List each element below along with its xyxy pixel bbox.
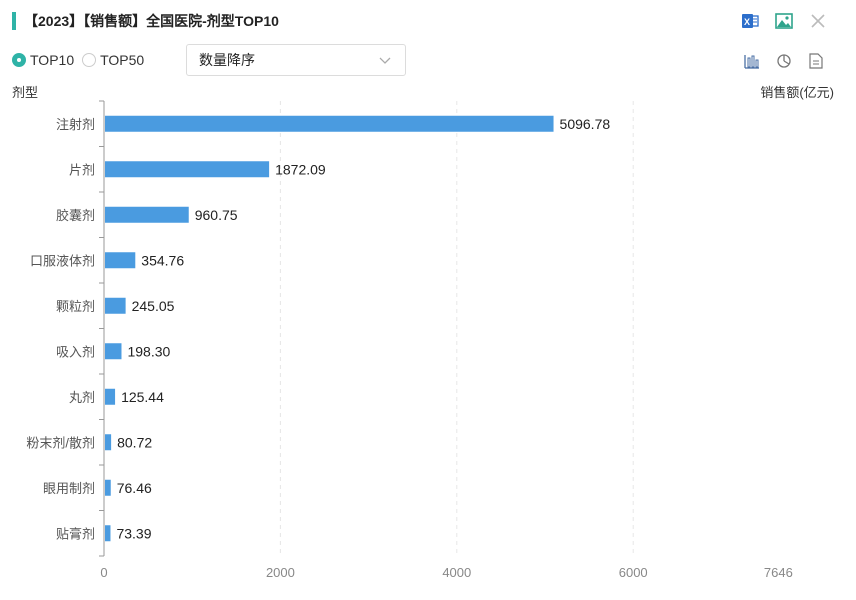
- category-label: 颗粒剂: [56, 299, 95, 314]
- title-accent-bar: [12, 12, 16, 30]
- bar: [105, 434, 112, 451]
- view-switcher: [742, 52, 826, 70]
- bar: [105, 343, 122, 360]
- category-label: 注射剂: [56, 117, 95, 132]
- image-icon[interactable]: [774, 12, 794, 30]
- x-axis-title: 销售额(亿元): [760, 85, 834, 100]
- bar: [105, 206, 189, 223]
- bar-value-label: 80.72: [117, 434, 152, 450]
- radio-dot: [82, 53, 97, 67]
- x-tick-label-max: 7646: [764, 565, 793, 580]
- category-label: 口服液体剂: [30, 253, 95, 268]
- x-tick-label: 2000: [266, 565, 295, 580]
- x-tick-label: 4000: [442, 565, 471, 580]
- chart-title: 【2023】【销售额】全国医院-剂型TOP10: [24, 13, 279, 29]
- bar: [105, 525, 111, 542]
- bar: [105, 161, 270, 178]
- bar-chart-icon[interactable]: [742, 52, 762, 70]
- category-label: 贴膏剂: [56, 526, 95, 541]
- bar: [105, 252, 136, 269]
- y-axis-title: 剂型: [12, 85, 39, 100]
- x-tick-label: 0: [100, 565, 107, 580]
- bar-value-label: 960.75: [195, 207, 238, 223]
- radio-label: TOP10: [30, 52, 75, 68]
- category-label: 片剂: [69, 162, 95, 177]
- chevron-down-icon: [379, 52, 391, 68]
- toolbar: X: [740, 12, 828, 30]
- category-label: 丸剂: [69, 390, 95, 405]
- sort-select-value: 数量降序: [199, 52, 255, 68]
- bar-value-label: 76.46: [117, 480, 152, 496]
- category-label: 吸入剂: [56, 344, 95, 359]
- bar-value-label: 125.44: [121, 389, 164, 405]
- radio-label: TOP50: [100, 52, 145, 68]
- radio-dot-selected: [12, 53, 26, 67]
- category-label: 粉末剂/散剂: [26, 435, 95, 450]
- category-label: 眼用制剂: [43, 481, 95, 496]
- bar: [105, 479, 111, 496]
- x-tick-label: 6000: [619, 565, 648, 580]
- close-icon[interactable]: [808, 12, 828, 30]
- category-label: 胶囊剂: [56, 208, 95, 223]
- bar-value-label: 5096.78: [560, 116, 611, 132]
- bar: [105, 297, 126, 314]
- pie-chart-icon[interactable]: [774, 52, 794, 70]
- radio-top50[interactable]: TOP50: [82, 52, 144, 68]
- radio-top10[interactable]: TOP10: [12, 52, 74, 68]
- bar-value-label: 245.05: [132, 298, 175, 314]
- svg-text:X: X: [744, 17, 750, 27]
- excel-icon[interactable]: X: [740, 12, 760, 30]
- bar: [105, 388, 116, 405]
- sort-select[interactable]: 数量降序: [186, 44, 406, 76]
- topn-radio-group: TOP10 TOP50: [12, 52, 144, 68]
- bar-value-label: 198.30: [127, 343, 170, 359]
- bar-value-label: 73.39: [116, 525, 151, 541]
- table-icon[interactable]: [806, 52, 826, 70]
- bar-value-label: 1872.09: [275, 161, 326, 177]
- bar: [105, 115, 554, 132]
- bar-value-label: 354.76: [141, 252, 184, 268]
